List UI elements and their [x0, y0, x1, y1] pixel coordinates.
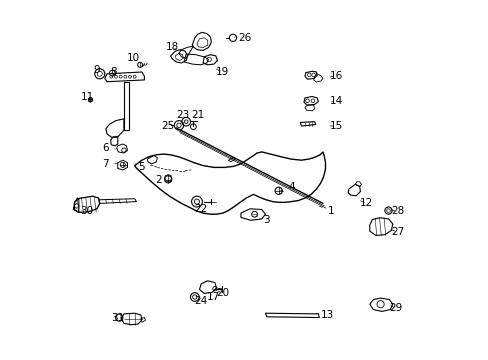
Text: 18: 18	[165, 42, 179, 52]
Text: 13: 13	[316, 310, 333, 320]
Text: 5: 5	[138, 162, 151, 172]
Text: 11: 11	[81, 92, 94, 102]
Text: 31: 31	[111, 312, 124, 323]
Text: 8: 8	[110, 67, 120, 77]
Text: 14: 14	[329, 96, 342, 106]
Text: 7: 7	[102, 159, 117, 169]
Text: 15: 15	[329, 121, 342, 131]
Text: 23: 23	[176, 110, 189, 120]
Text: 30: 30	[80, 206, 97, 216]
Text: 28: 28	[390, 206, 403, 216]
Text: 25: 25	[161, 121, 174, 131]
Text: 4: 4	[280, 182, 294, 192]
Text: 20: 20	[216, 288, 229, 298]
Text: 19: 19	[216, 67, 229, 77]
Text: 29: 29	[388, 303, 402, 313]
Text: 3: 3	[257, 215, 269, 225]
Text: 22: 22	[194, 204, 207, 214]
Text: 16: 16	[329, 71, 342, 81]
Text: 12: 12	[360, 198, 373, 208]
Text: 21: 21	[191, 110, 204, 120]
Text: 10: 10	[126, 53, 139, 63]
Text: 9: 9	[93, 65, 100, 75]
Text: 17: 17	[206, 292, 219, 302]
Text: 2: 2	[155, 175, 167, 185]
Text: 6: 6	[102, 143, 116, 153]
Text: 1: 1	[319, 206, 333, 216]
Text: 27: 27	[390, 227, 403, 237]
Text: 26: 26	[234, 33, 251, 43]
Text: 24: 24	[194, 296, 207, 306]
